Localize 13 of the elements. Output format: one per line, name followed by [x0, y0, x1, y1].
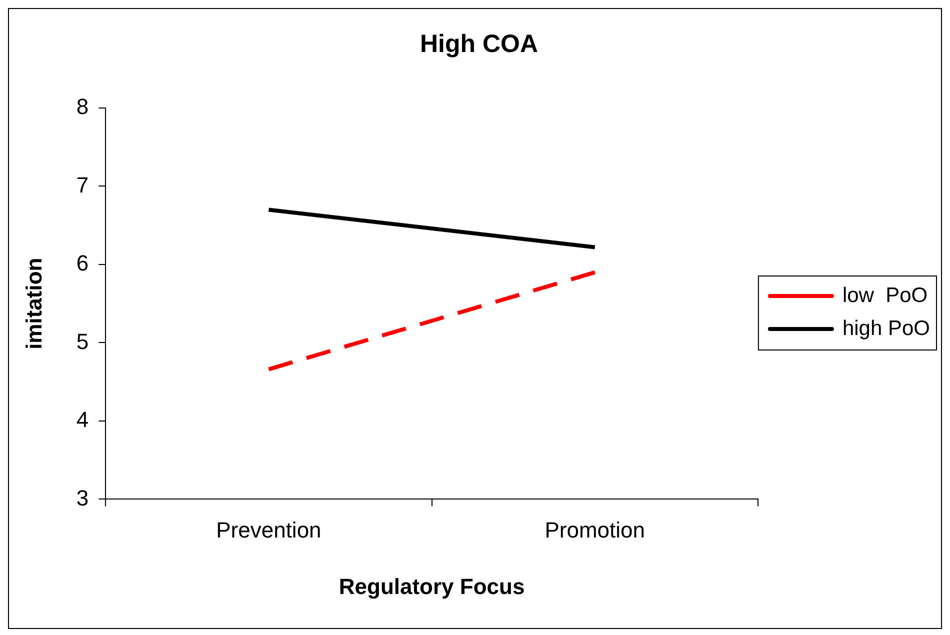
legend-label: high PoO: [842, 316, 930, 340]
legend-label: low PoO: [842, 284, 928, 307]
y-tick-label: 6: [76, 250, 89, 276]
y-axis-title: imitation: [21, 258, 46, 350]
chart-title: High COA: [420, 30, 538, 58]
x-axis-title: Regulatory Focus: [338, 574, 525, 599]
x-tick-label: Promotion: [544, 517, 646, 542]
y-tick-label: 7: [76, 172, 89, 198]
x-tick-label: Prevention: [216, 517, 322, 542]
y-tick-label: 8: [76, 94, 89, 120]
y-tick-label: 5: [76, 328, 89, 354]
y-tick-label: 4: [76, 407, 89, 432]
y-tick-label: 3: [76, 485, 89, 510]
